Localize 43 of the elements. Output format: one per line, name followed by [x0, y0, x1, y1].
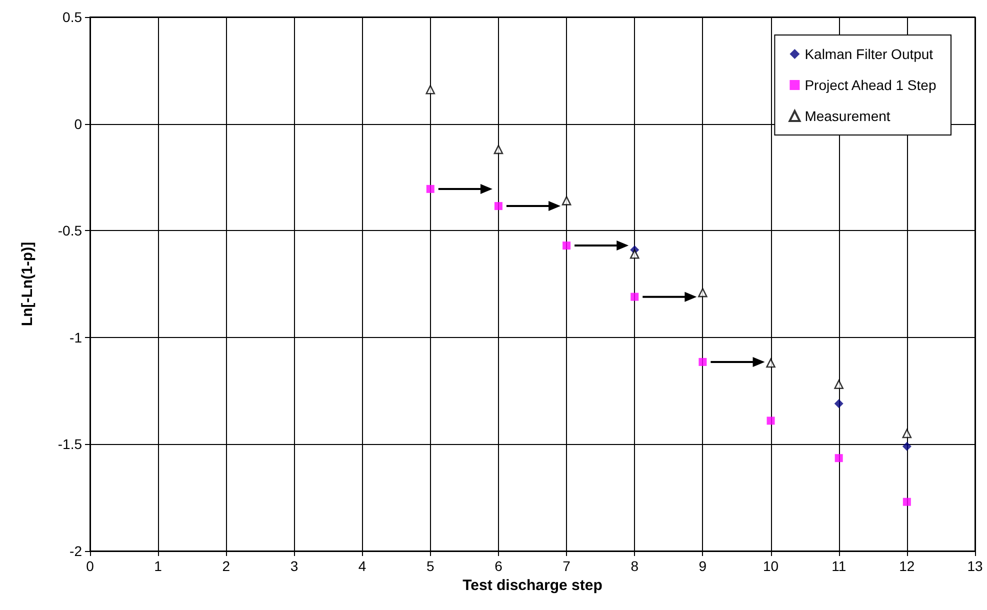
point — [834, 399, 844, 408]
point — [902, 428, 912, 438]
x-tick-label: 0 — [86, 558, 94, 574]
point — [562, 242, 571, 250]
x-tick-label: 5 — [426, 558, 434, 574]
point — [562, 196, 572, 206]
x-tick-label: 8 — [630, 558, 639, 574]
y-tick-label: 0 — [74, 116, 82, 132]
point — [494, 144, 504, 154]
x-tick-label: 7 — [562, 558, 571, 574]
y-tick-label: -1.5 — [58, 436, 82, 452]
point — [426, 184, 434, 193]
point — [630, 292, 639, 301]
point — [426, 84, 436, 94]
point — [834, 454, 843, 462]
y-tick-label: -0.5 — [58, 222, 82, 239]
y-tick-label: -1 — [70, 329, 82, 346]
point — [630, 249, 640, 259]
x-tick-label: 10 — [762, 558, 779, 574]
x-tick-label: 11 — [832, 558, 846, 574]
y-axis-title: Ln[-Ln(1-p)] — [19, 242, 36, 326]
point — [698, 358, 707, 366]
x-tick-label: 9 — [698, 558, 707, 574]
point — [766, 416, 775, 425]
point — [902, 442, 912, 451]
x-tick-label: 6 — [494, 558, 503, 574]
point — [698, 288, 708, 298]
x-tick-label: 3 — [290, 558, 298, 574]
point — [494, 202, 502, 210]
x-tick-label: 4 — [358, 558, 366, 574]
x-tick-label: 1 — [154, 558, 162, 574]
point — [902, 498, 911, 506]
legend-label: Measurement — [804, 108, 890, 124]
point — [834, 380, 844, 390]
x-tick-label: 2 — [222, 558, 230, 574]
x-tick-label: 12 — [899, 558, 915, 574]
y-tick-label: -2 — [70, 543, 82, 559]
legend-label: Project Ahead 1 Step — [804, 77, 936, 93]
legend-label: Kalman Filter Output — [804, 46, 934, 62]
point — [766, 358, 776, 368]
x-axis-title: Test discharge step — [462, 576, 602, 594]
y-tick-label: 0.5 — [62, 9, 82, 25]
x-tick-label: 13 — [967, 558, 983, 574]
